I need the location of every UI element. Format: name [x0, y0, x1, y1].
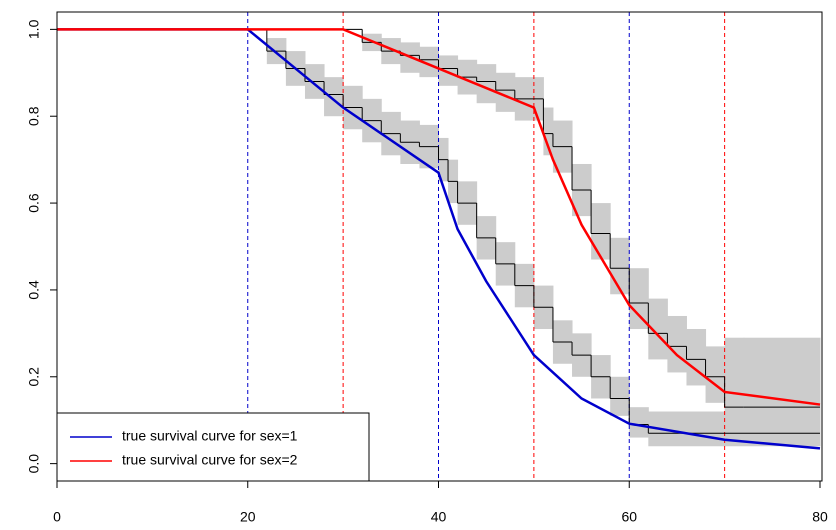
y-tick-label: 0.6 [26, 193, 42, 213]
true-curve [57, 28, 821, 406]
confidence-band [667, 315, 687, 373]
plot-frame [56, 11, 823, 482]
confidence-band [591, 203, 611, 260]
confidence-band [686, 329, 707, 386]
x-tick-label: 20 [240, 509, 256, 525]
legend-label: true survival curve for sex=2 [122, 452, 298, 468]
true-curve [57, 28, 821, 450]
legend-label: true survival curve for sex=1 [122, 428, 298, 444]
x-tick-label: 0 [53, 509, 61, 525]
confidence-band [724, 337, 745, 438]
confidence-band [648, 298, 668, 360]
confidence-band [419, 46, 439, 78]
x-tick-label: 80 [812, 509, 828, 525]
y-tick-label: 0.2 [26, 367, 42, 387]
confidence-band [543, 107, 554, 156]
legend-box [56, 412, 370, 482]
y-tick-label: 0.4 [26, 280, 42, 300]
confidence-band [629, 268, 649, 330]
y-tick-label: 0.8 [26, 106, 42, 126]
confidence-band [610, 376, 630, 416]
confidence-band [743, 337, 821, 438]
confidence-band [438, 55, 459, 86]
x-tick-label: 60 [621, 509, 637, 525]
confidence-band [495, 72, 516, 112]
confidence-band [629, 407, 649, 438]
confidence-band [610, 237, 630, 295]
y-tick-label: 1.0 [26, 19, 42, 39]
x-tick-label: 40 [431, 509, 447, 525]
confidence-band [476, 64, 497, 104]
confidence-band [324, 77, 344, 117]
confidence-band [705, 346, 726, 403]
y-tick-label: 0.0 [26, 454, 42, 474]
